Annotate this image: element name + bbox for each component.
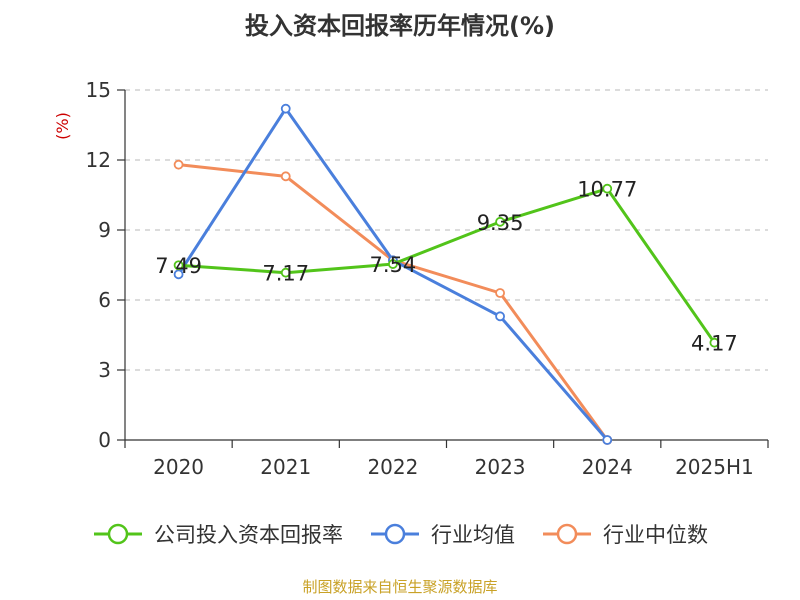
y-tick-label: 12 (86, 148, 111, 172)
data-label: 10.77 (577, 178, 637, 202)
data-label: 7.54 (370, 253, 417, 277)
legend-label: 公司投入资本回报率 (154, 523, 343, 547)
legend-marker-icon (371, 523, 419, 545)
source-note: 制图数据来自恒生聚源数据库 (302, 578, 498, 596)
series-layer (173, 103, 720, 445)
data-point (602, 435, 613, 445)
data-label: 7.17 (262, 262, 309, 286)
series-line (178, 163, 609, 441)
x-tick-label: 2024 (582, 455, 633, 479)
chart-title: 投入资本回报率历年情况(%) (245, 12, 555, 40)
legend-marker-icon (94, 523, 142, 545)
y-tick-label: 6 (98, 288, 111, 312)
data-point (709, 337, 720, 348)
legend: 公司投入资本回报率 行业均值 行业中位数 (0, 519, 800, 549)
x-tick-label: 2025H1 (675, 455, 754, 479)
data-labels: 7.49 7.17 7.54 9.35 10.77 4.17 (155, 178, 738, 356)
x-tick-label: 2020 (153, 455, 204, 479)
data-point (280, 171, 291, 182)
legend-item[interactable]: 行业均值 (369, 519, 515, 549)
data-label: 4.17 (691, 332, 738, 356)
x-tick-label: 2022 (367, 455, 418, 479)
data-point (173, 260, 184, 271)
grid-lines (125, 89, 768, 371)
data-label: 9.35 (477, 211, 524, 235)
data-point (388, 259, 398, 269)
y-tick-label: 3 (98, 358, 111, 382)
legend-label: 行业中位数 (603, 523, 708, 547)
data-label: 7.49 (155, 254, 202, 278)
y-tick-label: 9 (98, 218, 111, 242)
axes: 0 3 6 9 12 15 (%) 2020 2021 2022 2023 2024 2025H1 (53, 78, 769, 479)
data-point (173, 269, 184, 280)
x-tick-label: 2021 (260, 455, 311, 479)
data-point (495, 216, 505, 227)
legend-marker-icon (543, 523, 591, 545)
legend-label: 行业均值 (431, 523, 515, 547)
y-tick-label: 15 (86, 78, 111, 102)
data-point (602, 183, 613, 194)
data-point (173, 159, 184, 170)
data-point (280, 103, 291, 114)
y-tick-label: 0 (98, 428, 111, 452)
series-line (178, 187, 716, 344)
x-tick-label: 2023 (475, 455, 526, 479)
data-point (495, 311, 505, 322)
data-point (495, 288, 505, 298)
y-axis-label: (%) (53, 112, 72, 140)
data-point (280, 267, 291, 278)
legend-item[interactable]: 行业中位数 (541, 519, 708, 549)
legend-item[interactable]: 公司投入资本回报率 (92, 519, 343, 549)
